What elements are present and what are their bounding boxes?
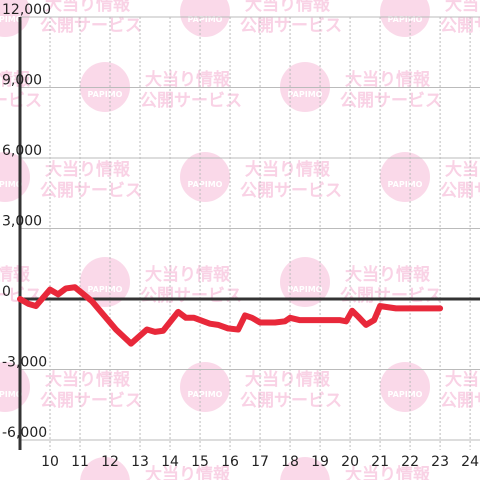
x-tick-label: 16: [221, 454, 239, 470]
watermark-logo-text: PAPIMO: [188, 180, 223, 189]
watermark-logo-text: PAPIMO: [188, 15, 223, 24]
watermark-text: 大当り情報: [45, 159, 131, 180]
watermark-logo-text: PAPIMO: [0, 390, 23, 399]
watermark-logo-text: PAPIMO: [0, 180, 23, 189]
watermark-logo-text: PAPIMO: [388, 180, 423, 189]
watermark-text: 大当り情報: [45, 0, 131, 15]
x-tick-label: 21: [371, 454, 389, 470]
watermark-text: 公開サービス: [240, 391, 342, 411]
x-tick-label: 11: [71, 454, 89, 470]
watermark-text: 大当り情報: [45, 369, 131, 390]
x-tick-label: 19: [311, 454, 329, 470]
y-tick-label: -3,000: [2, 355, 47, 371]
x-tick-label: 22: [401, 454, 419, 470]
watermark-logo-text: PAPIMO: [88, 90, 123, 99]
y-tick-label: 12,000: [2, 2, 51, 18]
watermark-logo-text: PAPIMO: [88, 285, 123, 294]
y-tick-label: -6,000: [2, 425, 47, 441]
watermark-logo: [380, 152, 430, 202]
watermark-logo-text: PAPIMO: [288, 90, 323, 99]
watermark-logo: [0, 152, 30, 202]
watermark-logo: [0, 0, 30, 37]
line: [17, 284, 444, 347]
watermark-text: 大当り情報: [345, 69, 431, 90]
y-tick-label: 9,000: [2, 73, 42, 89]
x-tick-label: 12: [101, 454, 119, 470]
watermark-text: 大当り情報: [245, 159, 331, 180]
watermark-logo: [180, 152, 230, 202]
x-tick-label: 17: [251, 454, 269, 470]
watermark-logo: [380, 0, 430, 37]
x-tick-label: 23: [431, 454, 449, 470]
watermark-text: 公開サービス: [240, 181, 342, 201]
x-tick-label: 20: [341, 454, 359, 470]
watermark-text: 大当り情報: [0, 69, 31, 90]
watermark-text: 大当り情報: [445, 369, 480, 390]
watermark-text: 公開サービス: [340, 286, 442, 306]
watermark-logo-text: PAPIMO: [0, 15, 23, 24]
watermark-logo-text: PAPIMO: [388, 390, 423, 399]
y-tick-label: 3,000: [2, 214, 42, 230]
watermark-logo: [180, 362, 230, 412]
x-tick-label: 24: [461, 454, 479, 470]
watermark-text: 大当り情報: [345, 464, 431, 480]
x-tick-label: 14: [161, 454, 179, 470]
y-tick-label: 0: [2, 284, 11, 300]
watermark-logo: [380, 362, 430, 412]
watermark-text: 公開サービス: [40, 16, 142, 36]
x-tick-label: 15: [191, 454, 209, 470]
watermark-text: 公開サービス: [40, 391, 142, 411]
watermark-text: 大当り情報: [145, 69, 231, 90]
watermark-logo: [280, 257, 330, 307]
watermark-text: 公開サービス: [140, 286, 242, 306]
watermark-text: 公開サービス: [440, 391, 480, 411]
x-tick-label: 10: [41, 454, 59, 470]
watermark-text: 公開サービス: [240, 16, 342, 36]
watermark-text: 公開サービス: [440, 181, 480, 201]
x-tick-label: 18: [281, 454, 299, 470]
watermark-text: 大当り情報: [245, 369, 331, 390]
watermark-logo-text: PAPIMO: [388, 15, 423, 24]
watermark-logo: [80, 257, 130, 307]
watermark-logo: [180, 0, 230, 37]
watermark-text: 大当り情報: [345, 264, 431, 285]
y-tick-label: 6,000: [2, 143, 42, 159]
watermark-text: 大当り情報: [445, 159, 480, 180]
watermark-text: 公開サービス: [440, 16, 480, 36]
watermark-logo: [0, 362, 30, 412]
watermark-text: 大当り情報: [0, 264, 31, 285]
watermark-text: 大当り情報: [145, 264, 231, 285]
watermark-text: 大当り情報: [145, 464, 231, 480]
watermark-text: 公開サービス: [40, 181, 142, 201]
watermark-text: 大当り情報: [445, 0, 480, 15]
watermark-logo-text: PAPIMO: [188, 390, 223, 399]
watermark-text: 公開サービス: [340, 91, 442, 111]
watermark-logo-text: PAPIMO: [288, 285, 323, 294]
watermark-text: 大当り情報: [245, 0, 331, 15]
watermark-text: 公開サービス: [140, 91, 242, 111]
watermark-logo: [80, 457, 130, 484]
watermark-logo: [280, 457, 330, 484]
x-tick-label: 13: [131, 454, 149, 470]
